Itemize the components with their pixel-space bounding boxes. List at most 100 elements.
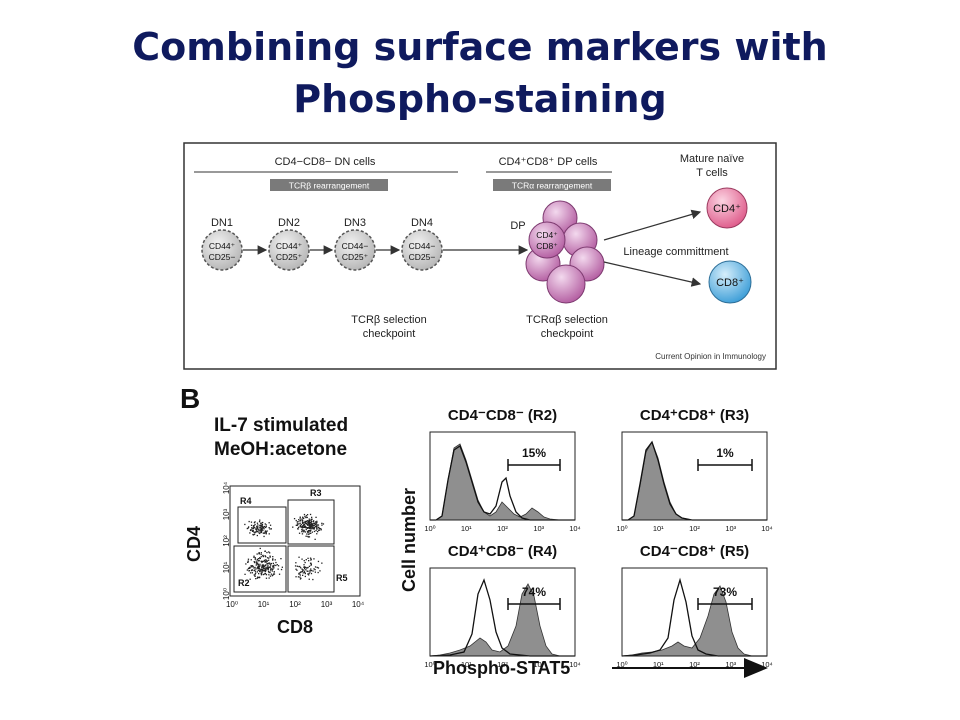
event-dot [280, 568, 283, 571]
event-dot [265, 524, 267, 526]
event-dot [316, 528, 318, 530]
event-dot [278, 573, 281, 575]
event-dot [268, 571, 270, 574]
event-dot [308, 536, 311, 538]
event-dot [299, 526, 301, 528]
event-dot [256, 577, 258, 579]
event-dot [250, 529, 252, 531]
event-dot [305, 559, 307, 561]
gate-percent: 74% [522, 585, 546, 599]
event-dot [250, 524, 253, 526]
event-dot [275, 561, 277, 564]
event-dot [268, 559, 270, 561]
event-dot [262, 527, 265, 529]
event-dot [265, 532, 267, 534]
event-dot [258, 576, 260, 579]
event-dot [307, 573, 309, 575]
event-dot [255, 568, 257, 570]
event-dot [253, 574, 255, 576]
event-dot [254, 570, 257, 572]
event-dot [262, 527, 264, 529]
event-dot [265, 569, 267, 571]
event-dot [314, 538, 316, 540]
event-dot [253, 556, 255, 558]
dn1-marker1: CD44⁺ [209, 241, 236, 251]
event-dot [269, 552, 271, 554]
event-dot [253, 555, 255, 557]
histogram-x-tick: 10⁰ [424, 524, 435, 533]
event-dot [264, 561, 266, 563]
event-dot [255, 531, 257, 533]
event-dot [244, 523, 246, 526]
event-dot [269, 571, 271, 573]
event-dot [258, 558, 260, 560]
event-dot [309, 519, 311, 522]
event-dot [293, 518, 296, 520]
histogram-control-line [621, 577, 767, 657]
event-dot [251, 529, 253, 531]
event-dot [316, 533, 318, 535]
event-dot [268, 577, 270, 579]
event-dot [249, 578, 251, 580]
event-dot [309, 571, 311, 573]
event-dot [276, 564, 278, 566]
tcrab-checkpoint-line1: TCRαβ selection [526, 314, 608, 326]
event-dot [317, 567, 320, 569]
event-dot [314, 524, 316, 526]
event-dot [261, 561, 263, 564]
dn1-marker2: CD25− [209, 252, 236, 262]
event-dot [273, 567, 275, 569]
event-dot [249, 529, 252, 532]
histogram-x-tick: 10¹ [653, 524, 664, 533]
event-dot [310, 518, 312, 520]
event-dot [248, 520, 250, 523]
event-dot [247, 560, 249, 562]
event-dot [306, 523, 309, 525]
event-dot [265, 574, 268, 576]
event-dot [310, 526, 312, 528]
event-dot [248, 567, 250, 569]
histogram-panel: CD4⁺CD8⁻ (R4) 74% 10⁰ 10¹ 10² 10³ 10⁴ [424, 543, 580, 669]
dot-plot-y-tick: 10² [222, 535, 231, 547]
event-dot [273, 564, 275, 566]
dn4-label: DN4 [411, 217, 433, 229]
event-dot [257, 524, 259, 526]
event-dot [297, 528, 299, 530]
event-dot [302, 574, 304, 576]
event-dot [307, 521, 309, 524]
event-dot [315, 516, 317, 518]
event-dot [310, 527, 312, 529]
event-dot [268, 551, 270, 553]
event-dot [268, 562, 271, 564]
event-dot [304, 575, 306, 578]
event-dot [270, 564, 272, 566]
gate-r4 [237, 506, 287, 544]
event-dot [315, 523, 317, 525]
event-dot [295, 562, 297, 564]
event-dot [253, 525, 255, 527]
event-dot [260, 570, 262, 572]
event-dot [252, 530, 254, 532]
event-dot [251, 572, 253, 574]
histogram-x-tick: 10⁰ [424, 660, 435, 669]
event-dot [300, 571, 302, 573]
tcra-rearrangement-label: TCRα rearrangement [512, 181, 593, 191]
event-dot [303, 523, 306, 525]
event-dot [255, 530, 258, 532]
event-dot [260, 529, 263, 531]
lineage-commitment-label: Lineage committment [623, 246, 728, 258]
event-dot [259, 530, 261, 532]
event-dot [316, 520, 318, 522]
event-dot [267, 566, 269, 568]
event-dot [257, 569, 259, 571]
event-dot [299, 522, 301, 524]
event-dot [308, 572, 310, 575]
event-dot [302, 569, 304, 571]
event-dot [281, 566, 283, 568]
phospho-stat5-histograms: CD4⁻CD8⁻ (R2)15%10⁰ 10¹ 10² 10³ 10⁴CD4⁺CD8⁺ … [424, 407, 772, 669]
event-dot [308, 578, 310, 580]
event-dot [301, 570, 303, 573]
histogram-x-tick: 10² [689, 660, 700, 669]
event-dot [302, 516, 304, 518]
event-dot [297, 526, 300, 528]
